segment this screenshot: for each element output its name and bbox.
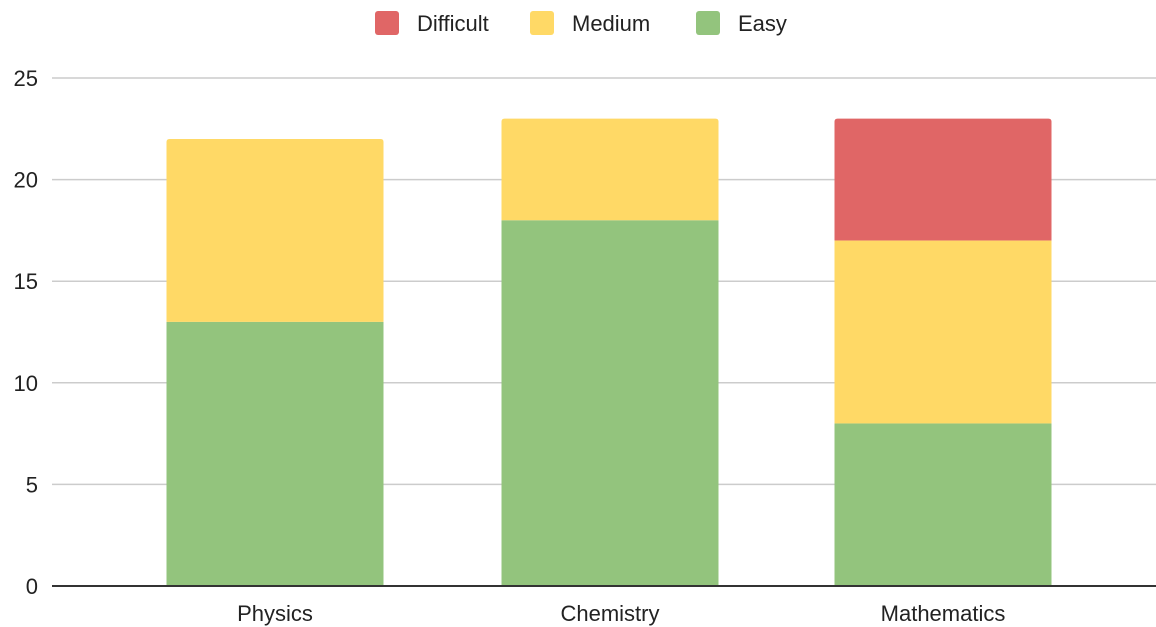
bar-physics-medium — [166, 138, 384, 322]
y-tick-label: 0 — [26, 574, 38, 599]
legend-label-medium: Medium — [572, 11, 650, 36]
legend-label-difficult: Difficult — [417, 11, 489, 36]
bar-chemistry-medium — [501, 118, 719, 221]
x-tick-label-mathematics: Mathematics — [881, 601, 1006, 626]
y-tick-label: 10 — [14, 371, 38, 396]
y-tick-label: 5 — [26, 472, 38, 497]
bar-mathematics-medium — [834, 240, 1052, 424]
bars — [166, 118, 1052, 587]
legend-swatch-medium — [530, 11, 554, 35]
y-tick-label: 15 — [14, 269, 38, 294]
x-tick-label-chemistry: Chemistry — [560, 601, 659, 626]
bar-chemistry-easy — [501, 220, 719, 587]
legend-swatch-easy — [696, 11, 720, 35]
legend-label-easy: Easy — [738, 11, 787, 36]
legend: Difficult Medium Easy — [375, 11, 787, 36]
legend-swatch-difficult — [375, 11, 399, 35]
x-tick-label-physics: Physics — [237, 601, 313, 626]
bar-mathematics-easy — [834, 423, 1052, 586]
bar-mathematics-difficult — [834, 118, 1052, 241]
y-tick-label: 20 — [14, 168, 38, 193]
y-axis-ticks: 0 5 10 15 20 25 — [14, 66, 38, 599]
bar-physics-easy — [166, 321, 384, 586]
x-axis-ticks: Physics Chemistry Mathematics — [237, 601, 1005, 626]
y-tick-label: 25 — [14, 66, 38, 91]
